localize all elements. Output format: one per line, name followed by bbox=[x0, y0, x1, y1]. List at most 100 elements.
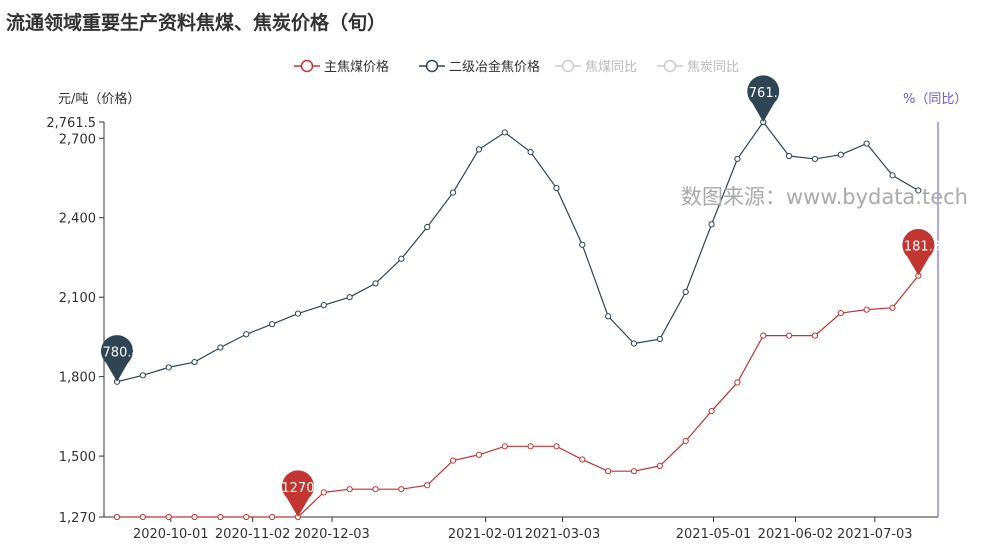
data-point bbox=[889, 304, 896, 311]
x-tick-label: 2021-02-01 bbox=[448, 527, 524, 542]
data-point bbox=[915, 187, 922, 194]
data-point bbox=[786, 152, 793, 160]
data-point bbox=[320, 302, 327, 309]
data-point bbox=[579, 456, 586, 463]
data-point bbox=[475, 146, 482, 153]
y-tick-label: 1,800 bbox=[59, 371, 96, 386]
data-point bbox=[863, 140, 870, 147]
data-point bbox=[165, 364, 172, 371]
data-point bbox=[217, 344, 224, 351]
pin-shape bbox=[281, 470, 314, 517]
data-point bbox=[269, 321, 276, 328]
data-point bbox=[811, 332, 819, 339]
pin-label: 2761.5 bbox=[741, 86, 787, 101]
watermark-text: 数图来源：www.bydata.tech bbox=[681, 185, 968, 209]
data-point bbox=[113, 513, 121, 521]
data-point bbox=[346, 486, 353, 493]
y-tick-label: 1,270 bbox=[59, 511, 96, 526]
data-point bbox=[734, 379, 741, 386]
legend-label: 焦炭同比 bbox=[687, 60, 739, 75]
legend-symbol bbox=[425, 59, 439, 73]
data-point bbox=[760, 332, 767, 339]
data-point bbox=[449, 457, 457, 464]
data-point bbox=[811, 155, 819, 163]
legend-item: 焦煤同比 bbox=[555, 59, 637, 75]
x-tick-label: 2021-07-03 bbox=[837, 527, 913, 542]
data-point bbox=[320, 489, 327, 496]
data-point bbox=[269, 513, 276, 521]
markpoints: 2181.3 1270 2761.5 1780.8 bbox=[94, 75, 941, 517]
data-point bbox=[786, 332, 793, 339]
x-tick-label: 2020-12-03 bbox=[294, 527, 370, 542]
pin-shape bbox=[902, 229, 935, 276]
y-tick-label: 2,700 bbox=[59, 132, 96, 147]
data-point bbox=[191, 358, 198, 366]
legend-symbol bbox=[663, 59, 677, 73]
legend-item: 主焦煤价格 bbox=[294, 59, 389, 75]
data-point bbox=[605, 468, 612, 475]
x-tick-label: 2021-03-03 bbox=[525, 527, 601, 542]
data-point bbox=[398, 486, 405, 493]
x-tick-label: 2020-10-01 bbox=[133, 527, 209, 542]
data-point bbox=[501, 443, 508, 450]
data-point bbox=[889, 172, 896, 179]
markpoint-pin: 2761.5 bbox=[741, 75, 787, 122]
data-point bbox=[139, 372, 146, 379]
y-tick-label: 2,761.5 bbox=[46, 116, 96, 131]
data-point bbox=[398, 255, 405, 262]
data-point bbox=[475, 451, 482, 458]
pin-label: 2181.3 bbox=[896, 240, 942, 255]
legend-symbol bbox=[561, 59, 575, 73]
data-point bbox=[708, 407, 715, 415]
x-tick-label: 2020-11-02 bbox=[215, 527, 291, 542]
legend-item: 二级冶金焦价格 bbox=[419, 59, 540, 75]
chart-title: 流通领域重要生产资料焦煤、焦炭价格（旬） bbox=[6, 12, 387, 34]
pin-label: 1270 bbox=[281, 481, 314, 496]
data-point bbox=[501, 129, 508, 136]
legend-symbol bbox=[300, 59, 314, 73]
data-point bbox=[527, 443, 534, 450]
series-lines bbox=[113, 118, 922, 521]
data-point bbox=[579, 241, 586, 248]
data-point bbox=[630, 468, 638, 475]
markpoint-pin: 1270 bbox=[281, 470, 314, 517]
y-tick-label: 2,100 bbox=[59, 291, 96, 306]
y-axis-label: 元/吨（价格） bbox=[58, 91, 140, 107]
data-point bbox=[553, 443, 560, 450]
data-point bbox=[630, 340, 638, 347]
data-point bbox=[656, 462, 663, 469]
legend-label: 主焦煤价格 bbox=[324, 59, 389, 75]
data-point bbox=[372, 486, 379, 493]
data-point bbox=[191, 513, 198, 521]
data-point bbox=[243, 513, 250, 521]
series-line bbox=[117, 275, 919, 518]
series-line bbox=[116, 120, 919, 383]
data-point bbox=[734, 155, 741, 163]
y-tick-label: 1,500 bbox=[59, 450, 96, 465]
data-point bbox=[682, 288, 689, 295]
data-point bbox=[165, 513, 172, 521]
legend-item: 焦炭同比 bbox=[657, 59, 739, 75]
markpoint-pin: 2181.3 bbox=[896, 229, 942, 276]
pin-label: 1780.8 bbox=[94, 346, 140, 361]
data-point bbox=[424, 482, 431, 489]
data-point bbox=[139, 513, 146, 521]
pin-shape bbox=[101, 335, 133, 382]
data-point bbox=[656, 335, 663, 343]
data-point bbox=[527, 148, 534, 156]
data-point bbox=[553, 184, 560, 192]
data-point bbox=[346, 294, 353, 301]
data-point bbox=[863, 306, 870, 313]
data-point bbox=[605, 313, 612, 320]
data-point bbox=[372, 280, 379, 287]
data-point bbox=[837, 309, 844, 317]
x-tick-label: 2021-05-01 bbox=[676, 527, 752, 542]
data-point bbox=[243, 331, 250, 338]
data-point bbox=[837, 151, 844, 158]
data-point bbox=[217, 513, 224, 521]
legend: 主焦煤价格 二级冶金焦价格 焦煤同比 焦炭同比 bbox=[294, 59, 739, 75]
legend-label: 二级冶金焦价格 bbox=[449, 59, 540, 75]
legend-label: 焦煤同比 bbox=[585, 60, 637, 75]
